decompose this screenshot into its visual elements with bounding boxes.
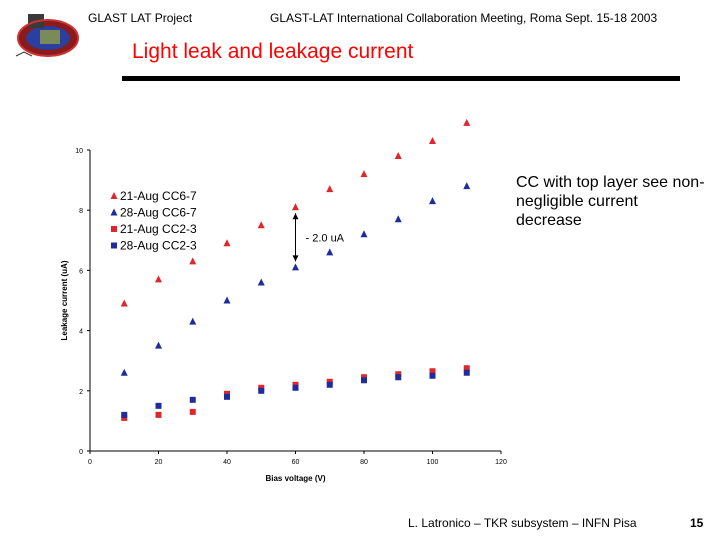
y-axis-label: Leakage current (uA) [60,260,69,340]
page-number: 15 [690,516,704,530]
data-point-series-3 [258,387,265,394]
data-point-series-1 [155,341,162,349]
data-point-series-2 [224,390,230,397]
slide-title: Light leak and leakage current [132,40,414,63]
data-point-series-0 [292,203,299,211]
legend-marker-3 [111,242,117,249]
legend-label: 28-Aug CC2-3 [120,239,197,253]
legend-label: 28-Aug CC6-7 [120,206,197,220]
data-point-series-1 [120,368,128,376]
data-point-series-0 [326,185,334,193]
data-point-series-0 [257,221,265,229]
data-point-series-2 [121,414,128,421]
data-point-series-0 [429,136,436,144]
y-tick-label: 10 [75,148,83,155]
data-point-series-2 [326,378,333,385]
data-point-series-2 [292,381,299,388]
x-tick-label: 60 [292,459,300,466]
y-tick-label: 6 [79,268,83,275]
data-point-series-1 [223,296,231,304]
meeting-name: GLAST-LAT International Collaboration Me… [270,11,658,25]
legend-marker-1 [110,208,118,216]
annotation-text: CC with top layer see non-negligible cur… [516,174,705,229]
data-point-series-2 [155,411,162,418]
y-tick-label: 8 [79,208,83,215]
x-tick-label: 40 [223,459,231,466]
data-point-series-2 [429,368,436,375]
data-point-series-3 [292,384,299,391]
data-point-series-1 [257,278,265,286]
data-point-series-0 [120,299,128,307]
legend-marker-2 [111,226,117,232]
data-point-series-3 [395,374,402,381]
data-point-series-2 [258,384,265,391]
legend-label: 21-Aug CC6-7 [120,189,197,203]
y-tick-label: 2 [79,389,83,396]
footer-author: L. Latronico – TKR subsystem – INFN Pisa [408,516,637,530]
data-point-series-1 [292,263,299,271]
data-point-series-0 [360,170,368,178]
data-point-series-0 [394,152,402,160]
chart-points [120,118,471,421]
legend-marker-0 [110,192,118,199]
title-rule [122,76,680,81]
chart-ticks: 0 20 40 60 80 100 120 0 2 4 6 8 10 [75,148,507,466]
data-point-series-2 [189,408,196,415]
x-tick-label: 80 [360,459,368,466]
data-point-series-1 [394,215,402,223]
glast-logo-icon [15,14,79,57]
data-point-series-3 [361,377,367,384]
arrow-head-up [292,213,299,220]
data-point-series-3 [429,372,436,379]
chart-legend: 21-Aug CC6-7 28-Aug CC6-7 21-Aug CC2-3 28-A… [110,189,197,253]
data-point-series-1 [429,197,436,205]
y-tick-label: 4 [79,329,83,336]
data-point-series-1 [463,182,471,190]
data-point-series-2 [361,374,367,381]
data-point-series-0 [155,275,162,283]
data-point-series-3 [189,396,196,403]
difference-annotation: - 2.0 uA [306,232,345,244]
x-tick-label: 100 [427,459,439,466]
data-point-series-1 [189,317,197,325]
data-point-series-0 [463,118,471,126]
difference-arrow [292,213,299,262]
data-point-series-1 [326,248,334,256]
data-point-series-2 [463,365,470,372]
x-axis-label: Bias voltage (V) [265,474,325,483]
data-point-series-0 [189,257,197,265]
data-point-series-3 [326,381,333,388]
y-tick-label: 0 [79,449,83,456]
arrow-head-down [292,255,299,262]
x-tick-label: 0 [88,459,92,466]
x-tick-label: 120 [495,459,507,466]
data-point-series-3 [463,369,470,376]
legend-label: 21-Aug CC2-3 [120,222,197,236]
data-point-series-3 [121,411,128,418]
data-point-series-3 [224,393,230,400]
project-name: GLAST LAT Project [88,11,193,25]
x-tick-label: 20 [155,459,163,466]
data-point-series-0 [223,239,231,247]
data-point-series-3 [155,402,162,409]
data-point-series-1 [360,230,368,238]
data-point-series-2 [395,371,402,378]
